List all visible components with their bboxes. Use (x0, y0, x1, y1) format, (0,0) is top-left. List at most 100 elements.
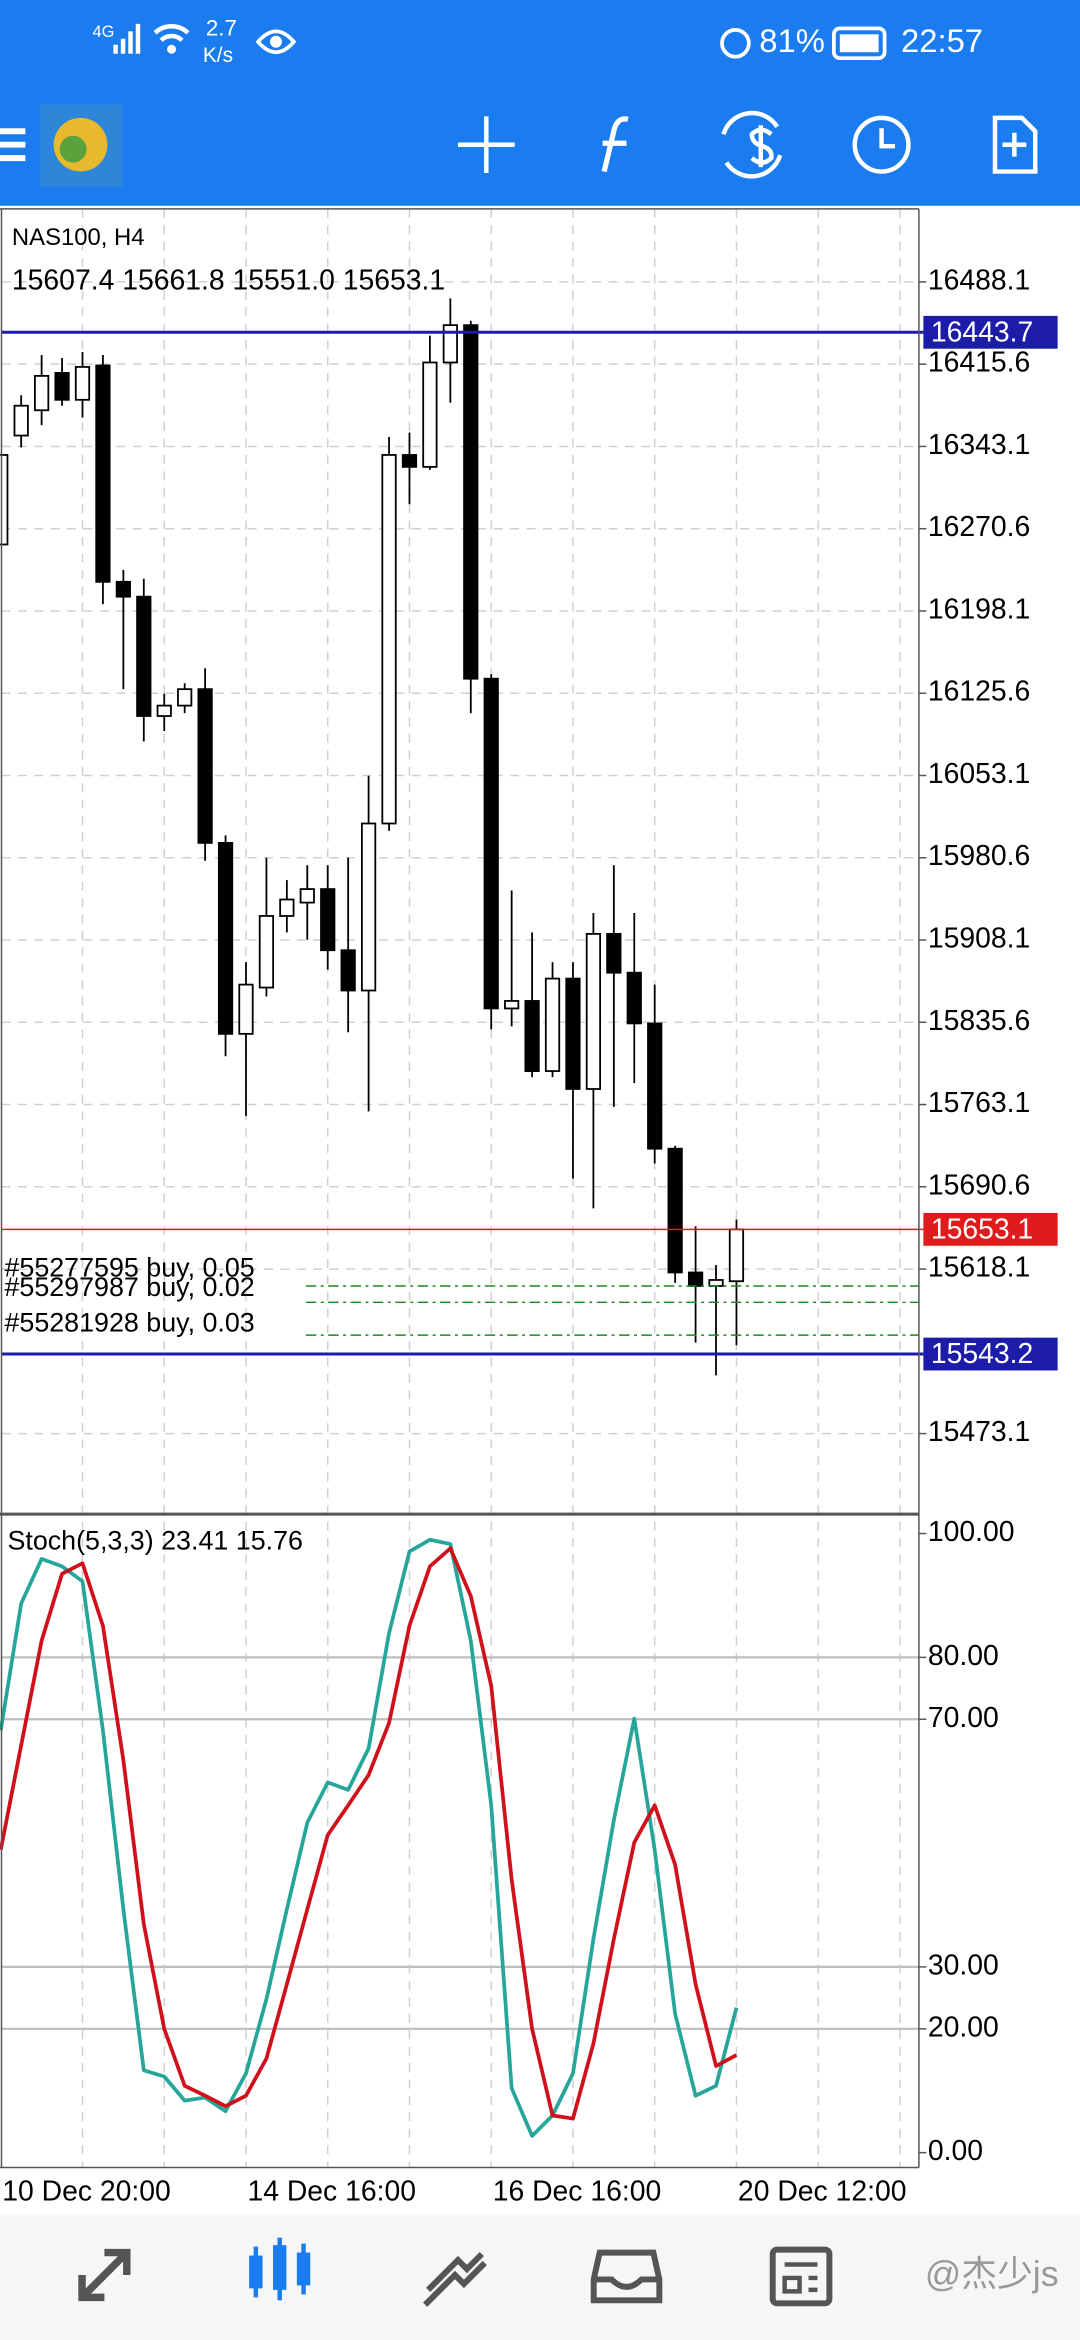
ohlc-label: 15607.4 15661.8 15551.0 15653.1 (12, 264, 445, 296)
app-bar (0, 0, 1080, 206)
candle-body (258, 915, 275, 989)
candle-body (320, 888, 336, 952)
alarm-icon (720, 27, 751, 59)
y-tick-label: 15980.6 (928, 840, 1030, 872)
y-tick-label: 0.00 (928, 2135, 983, 2167)
price-label: 16443.7 (931, 316, 1033, 348)
y-tick-label: 80.00 (928, 1640, 999, 1672)
eye-icon (255, 29, 297, 55)
candle-body (115, 580, 131, 598)
y-tick-label: 16488.1 (928, 264, 1030, 296)
candle-body (565, 977, 581, 1090)
y-tick-label: 15763.1 (928, 1087, 1030, 1119)
candle-body (401, 454, 418, 468)
candle-body (667, 1147, 683, 1274)
indicators-icon[interactable] (601, 116, 629, 173)
candle-body (585, 932, 602, 1090)
y-tick-label: 15835.6 (928, 1005, 1030, 1037)
candle-body (279, 898, 295, 917)
net-speed: 2.7 (206, 16, 237, 41)
battery-level (839, 34, 879, 53)
price-label-box (923, 315, 1058, 349)
candle-body (360, 822, 377, 992)
new-order-icon[interactable] (992, 115, 1038, 174)
wifi-icon (153, 24, 190, 43)
history-icon[interactable] (852, 115, 911, 174)
network-type: 4G (92, 23, 114, 41)
wifi-dot (167, 44, 177, 54)
candle-body (687, 1271, 704, 1287)
plot: 16488.1 16415.6 16343.1 16270.6 16198.1 16125… (0, 208, 1058, 2207)
candle-body (544, 977, 561, 1072)
candle-body (34, 374, 50, 412)
trade-tab[interactable] (423, 2251, 487, 2307)
candle-body (156, 704, 172, 717)
indicator-title: Stoch(5,3,3) 23.41 15.76 (7, 1526, 302, 1556)
x-tick-label: 20 Dec 12:00 (738, 2175, 907, 2207)
candle-body (340, 949, 356, 992)
candle-body (647, 1022, 663, 1150)
battery-icon (832, 26, 887, 61)
y-tick-label: 16343.1 (928, 429, 1030, 461)
chart-area (0, 205, 1080, 2216)
x-tick-label: 10 Dec 20:00 (2, 2175, 171, 2207)
crosshair-icon[interactable] (457, 116, 515, 174)
candle-body (626, 971, 642, 1025)
history-tab[interactable] (590, 2249, 663, 2304)
stoch-line (0, 1537, 739, 2138)
menu-icon[interactable] (0, 128, 26, 162)
trade-icon[interactable] (721, 110, 783, 179)
candle-body (54, 372, 70, 401)
candle-body (238, 983, 254, 1035)
candle-body (463, 324, 479, 680)
candle-body (74, 366, 91, 401)
price-label-box (923, 1212, 1058, 1246)
symbol-title: NAS100, H4 (12, 224, 145, 251)
y-tick-label: 15473.1 (928, 1416, 1030, 1448)
y-tick-label: 15618.1 (928, 1252, 1030, 1284)
candle-body (136, 595, 152, 717)
candle-body (95, 364, 111, 583)
app-logo-mark (59, 135, 87, 163)
price-label: 15653.1 (931, 1213, 1033, 1245)
candle-body (442, 324, 458, 364)
y-tick-label: 70.00 (928, 1702, 999, 1734)
order-label: #55277595 buy, 0.05 (4, 1253, 254, 1283)
quotes-tab[interactable] (78, 2248, 131, 2302)
y-tick-label: 16125.6 (928, 676, 1030, 708)
order-label: #55281928 buy, 0.03 (4, 1308, 254, 1338)
y-tick-label: 20.00 (928, 2011, 999, 2043)
price-label-box (923, 1337, 1058, 1371)
y-tick-label: 16053.1 (928, 758, 1030, 790)
battery-percent: 81% (759, 22, 825, 59)
bottom-nav (0, 2215, 1080, 2340)
charts-tab[interactable] (249, 2237, 311, 2301)
candle-body (13, 404, 29, 437)
watermark: @杰少js (925, 2254, 1059, 2294)
clock: 22:57 (901, 22, 983, 59)
candle-body (483, 677, 499, 1010)
signal-icon (113, 23, 141, 54)
y-tick-label: 100.00 (928, 1516, 1015, 1548)
candle-body (299, 888, 315, 904)
news-tab[interactable] (769, 2246, 833, 2307)
x-tick-label: 16 Dec 16:00 (493, 2175, 662, 2207)
news-lines (782, 2262, 818, 2294)
net-speed-unit: K/s (203, 44, 233, 67)
order-label: #55297987 buy, 0.02 (4, 1272, 254, 1302)
candle-body (197, 688, 213, 844)
candle-body (217, 841, 234, 1035)
candle-body (708, 1279, 724, 1287)
candle-body (606, 932, 622, 974)
stoch-line (0, 1546, 738, 2121)
candle-body (524, 1000, 540, 1072)
y-tick-label: 16270.6 (928, 511, 1030, 543)
x-tick-label: 14 Dec 16:00 (247, 2175, 416, 2207)
y-tick-label: 15690.6 (928, 1169, 1030, 1201)
eye-pupil (270, 35, 282, 48)
y-tick-label: 30.00 (928, 1949, 999, 1981)
y-tick-label: 16415.6 (928, 347, 1030, 379)
history-hands (879, 128, 896, 149)
